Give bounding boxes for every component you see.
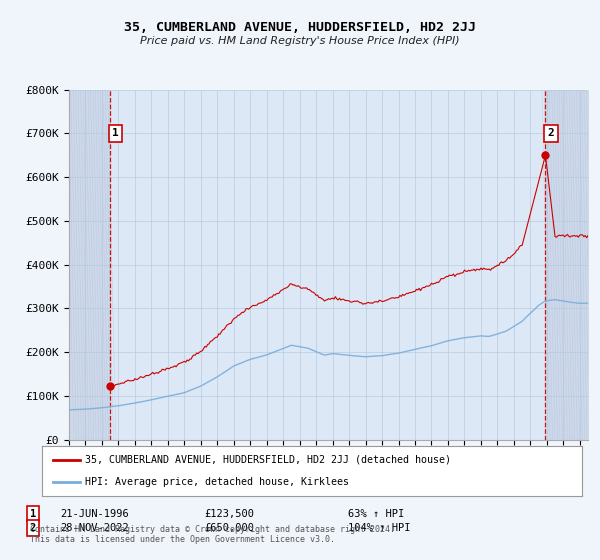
Text: Price paid vs. HM Land Registry's House Price Index (HPI): Price paid vs. HM Land Registry's House … (140, 36, 460, 46)
Text: £123,500: £123,500 (204, 508, 254, 519)
Text: 1: 1 (112, 128, 119, 138)
Text: 28-NOV-2022: 28-NOV-2022 (60, 523, 129, 533)
Text: 104% ↑ HPI: 104% ↑ HPI (348, 523, 410, 533)
Text: HPI: Average price, detached house, Kirklees: HPI: Average price, detached house, Kirk… (85, 477, 349, 487)
Text: 35, CUMBERLAND AVENUE, HUDDERSFIELD, HD2 2JJ (detached house): 35, CUMBERLAND AVENUE, HUDDERSFIELD, HD2… (85, 455, 451, 465)
Text: 2: 2 (548, 128, 554, 138)
Text: Contains HM Land Registry data © Crown copyright and database right 2024.
This d: Contains HM Land Registry data © Crown c… (30, 525, 395, 544)
Text: 21-JUN-1996: 21-JUN-1996 (60, 508, 129, 519)
Text: 35, CUMBERLAND AVENUE, HUDDERSFIELD, HD2 2JJ: 35, CUMBERLAND AVENUE, HUDDERSFIELD, HD2… (124, 21, 476, 34)
Text: 2: 2 (30, 523, 36, 533)
Text: £650,000: £650,000 (204, 523, 254, 533)
Text: 63% ↑ HPI: 63% ↑ HPI (348, 508, 404, 519)
Text: 1: 1 (30, 508, 36, 519)
